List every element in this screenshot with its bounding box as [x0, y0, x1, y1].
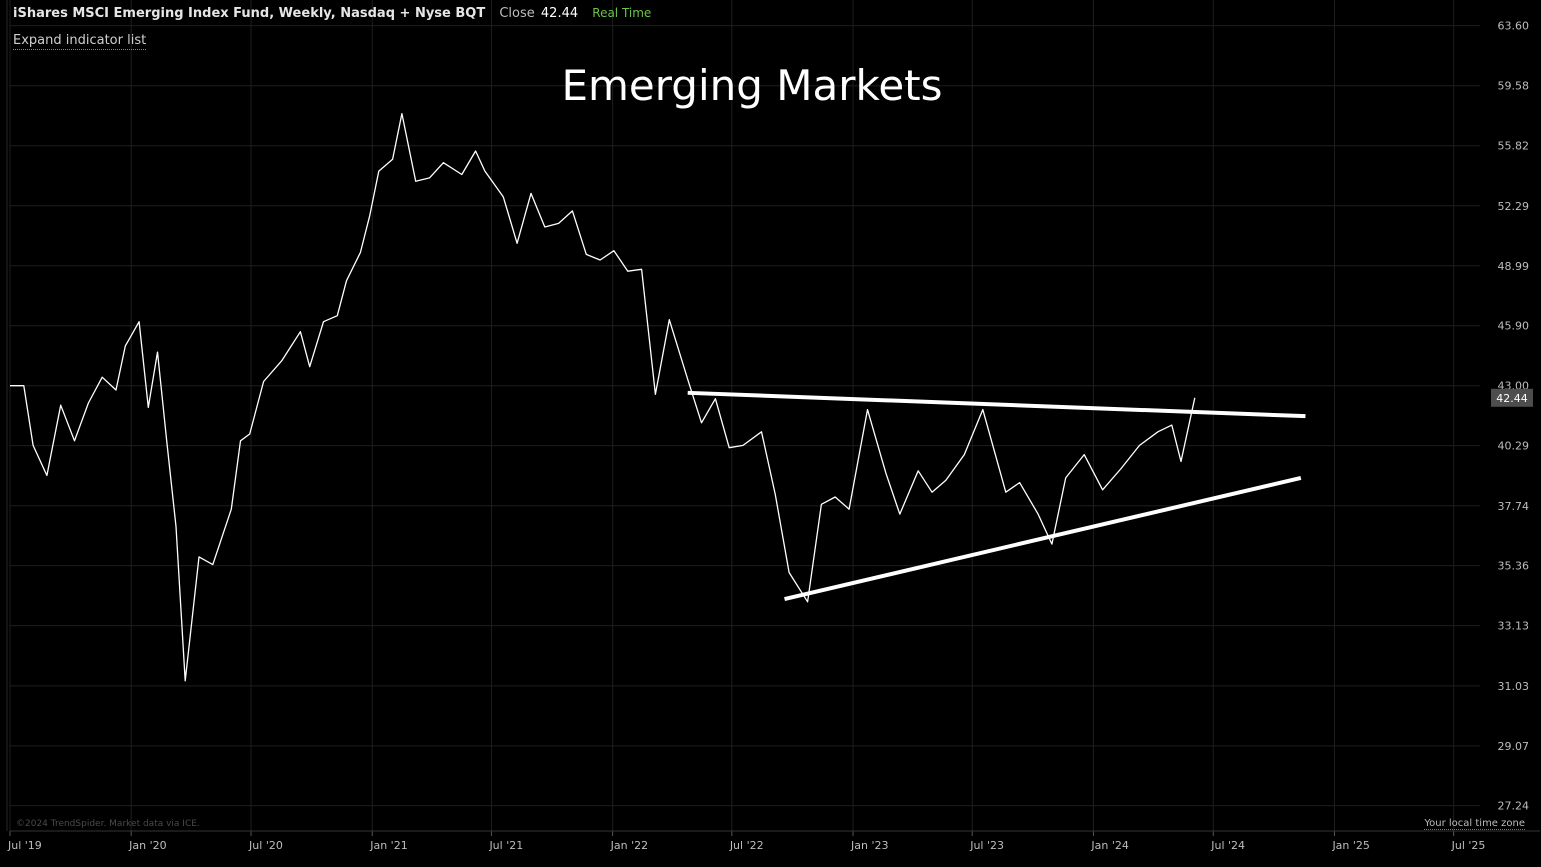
- realtime-badge: Real Time: [592, 6, 652, 20]
- close-label: Close: [499, 6, 535, 21]
- y-tick-label: 40.29: [1498, 440, 1530, 453]
- y-tick-label: 33.13: [1498, 620, 1530, 633]
- last-price-badge: [1491, 388, 1533, 407]
- y-tick-label: 59.58: [1498, 80, 1530, 93]
- chart-title: Emerging Markets: [561, 61, 942, 110]
- y-tick-label: 63.60: [1498, 20, 1530, 33]
- y-tick-label: 31.03: [1498, 680, 1530, 693]
- x-tick-label: Jan '23: [850, 839, 888, 852]
- y-tick-label: 27.24: [1498, 800, 1530, 813]
- x-tick-label: Jan '21: [369, 839, 407, 852]
- y-tick-label: 48.99: [1498, 260, 1530, 273]
- y-tick-label: 35.36: [1498, 560, 1530, 573]
- y-tick-label: 29.07: [1498, 740, 1530, 753]
- x-tick-label: Jan '22: [610, 839, 648, 852]
- timezone-link[interactable]: Your local time zone: [1424, 818, 1525, 830]
- resistance-trendline: [687, 390, 1306, 419]
- x-tick-label: Jan '20: [128, 839, 166, 852]
- x-tick-label: Jan '25: [1331, 839, 1369, 852]
- close-value: 42.44: [540, 6, 579, 21]
- last-price-label: 42.44: [1496, 392, 1528, 405]
- x-tick-label: Jul '23: [969, 839, 1004, 852]
- x-tick-label: Jul '22: [729, 839, 764, 852]
- symbol-header: iShares MSCI Emerging Index Fund, Weekly…: [13, 6, 651, 21]
- y-tick-label: 52.29: [1498, 200, 1530, 213]
- x-tick-label: Jul '20: [248, 839, 283, 852]
- price-line: [10, 112, 1196, 682]
- x-tick-label: Jan '24: [1090, 839, 1128, 852]
- x-tick-label: Jul '19: [7, 839, 42, 852]
- y-tick-label: 55.82: [1498, 140, 1530, 153]
- support-trendline: [784, 475, 1302, 601]
- y-tick-label: 37.74: [1498, 500, 1530, 513]
- copyright-watermark: ©2024 TrendSpider. Market data via ICE.: [16, 819, 200, 829]
- x-tick-label: Jul '24: [1210, 839, 1245, 852]
- expand-indicator-list-link[interactable]: Expand indicator list: [13, 33, 147, 50]
- x-tick-label: Jul '25: [1451, 839, 1486, 852]
- y-tick-label: 45.90: [1498, 320, 1530, 333]
- x-tick-label: Jul '21: [488, 839, 523, 852]
- symbol-line: iShares MSCI Emerging Index Fund, Weekly…: [13, 6, 486, 21]
